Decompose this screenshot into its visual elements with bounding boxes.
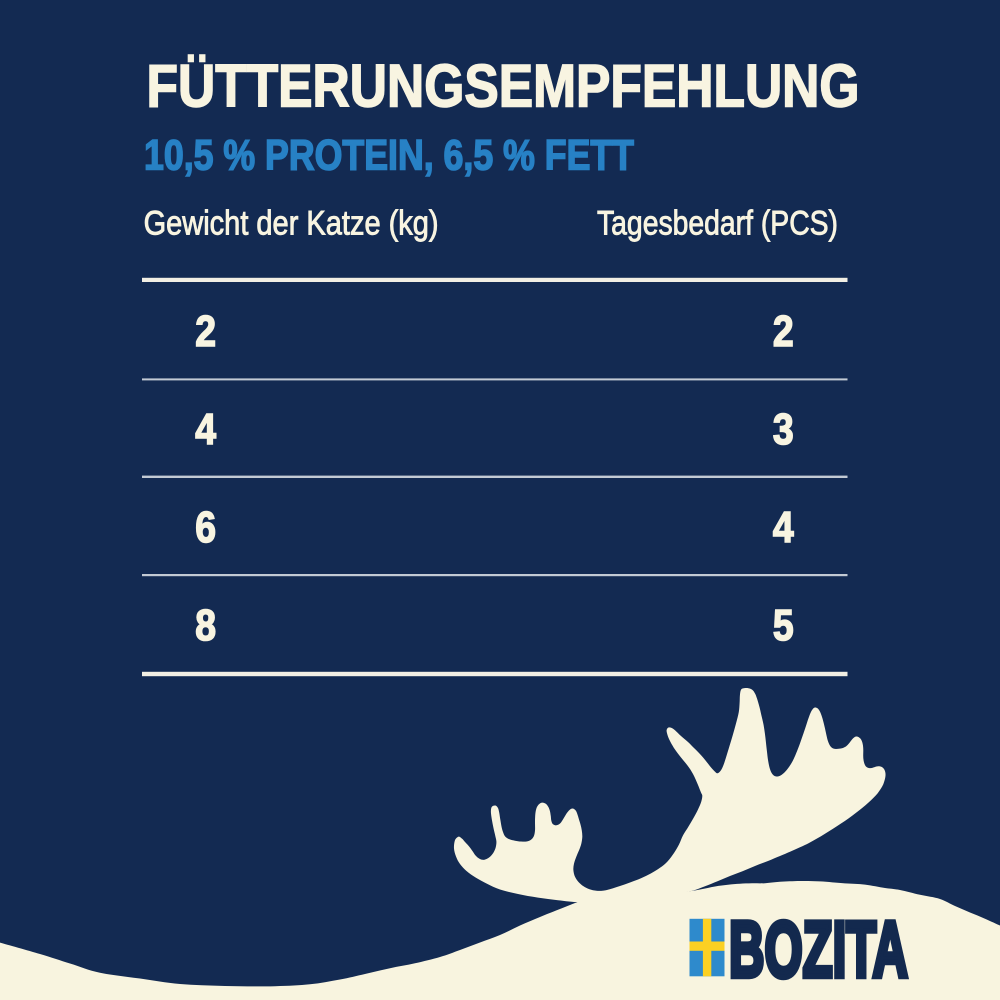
svg-text:2: 2 <box>773 306 794 356</box>
svg-text:2: 2 <box>195 306 216 356</box>
svg-text:BOZITA: BOZITA <box>729 905 908 994</box>
svg-text:4: 4 <box>773 502 794 552</box>
svg-text:8: 8 <box>195 600 216 650</box>
svg-text:3: 3 <box>773 404 794 454</box>
svg-text:10,5 % PROTEIN, 6,5 % FETT: 10,5 % PROTEIN, 6,5 % FETT <box>144 132 634 180</box>
svg-text:FÜTTERUNGSEMPFEHLUNG: FÜTTERUNGSEMPFEHLUNG <box>147 53 860 120</box>
svg-text:4: 4 <box>195 404 216 454</box>
svg-text:Tagesbedarf (PCS): Tagesbedarf (PCS) <box>597 205 838 243</box>
svg-text:Gewicht der Katze (kg): Gewicht der Katze (kg) <box>144 205 439 243</box>
svg-text:6: 6 <box>195 502 216 552</box>
svg-text:5: 5 <box>773 600 794 650</box>
